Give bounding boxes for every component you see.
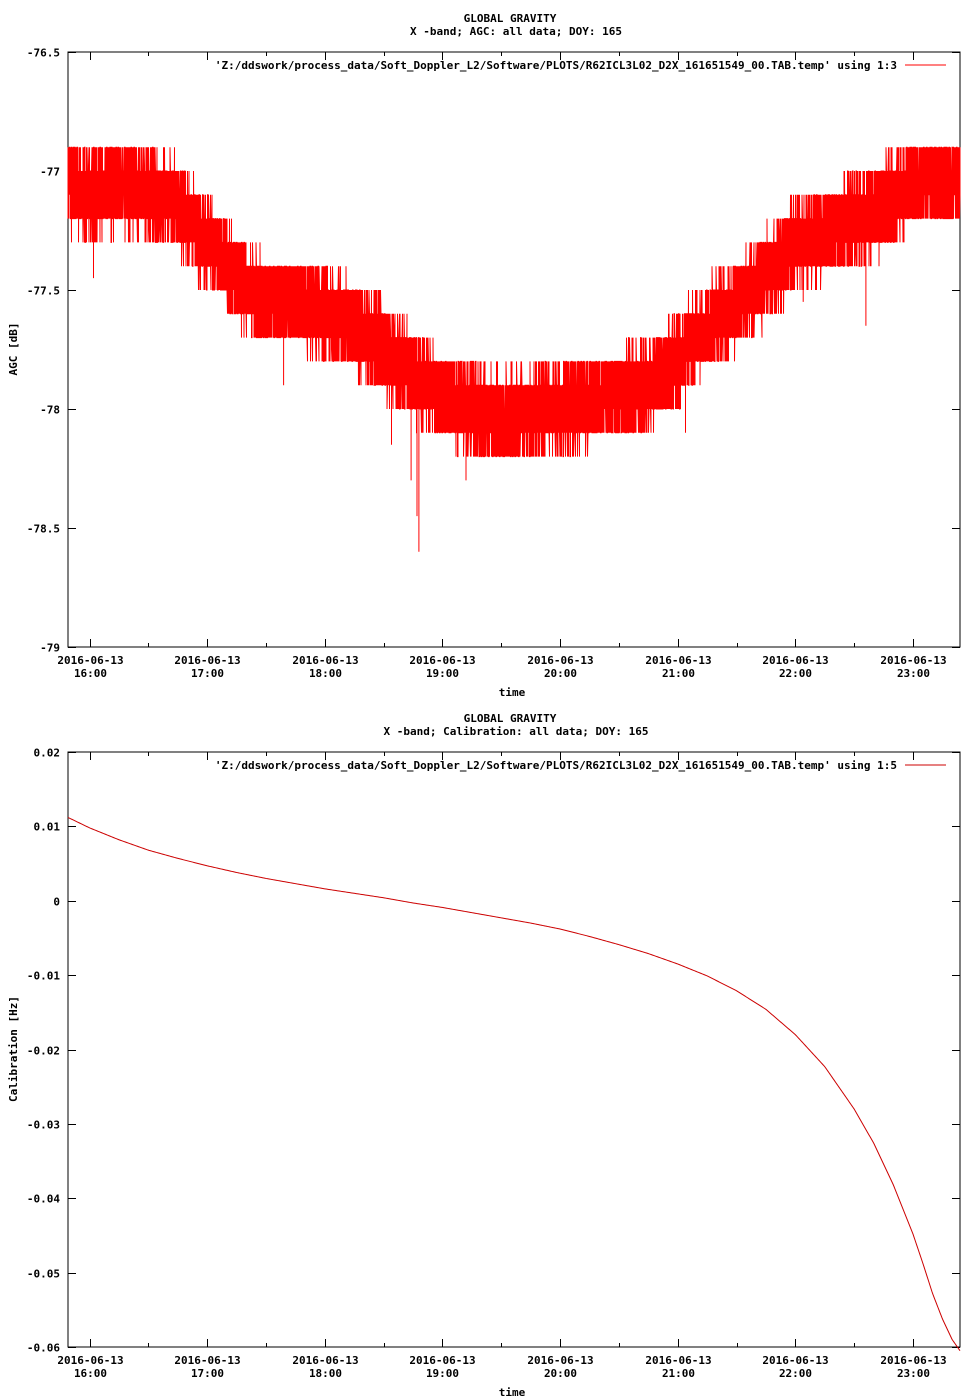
calibration-x-tick-label-date: 2016-06-13 xyxy=(880,1354,946,1367)
agc-y-axis-label: AGC [dB] xyxy=(7,323,20,376)
calibration-y-tick-label: -0.06 xyxy=(27,1342,60,1355)
calibration-x-tick-label-date: 2016-06-13 xyxy=(292,1354,358,1367)
agc-y-tick-label: -77.5 xyxy=(27,285,60,298)
calibration-chart-subtitle: X -band; Calibration: all data; DOY: 165 xyxy=(384,725,649,738)
calibration-y-tick-label: 0 xyxy=(53,896,60,909)
agc-x-tick-label-date: 2016-06-13 xyxy=(57,654,123,667)
agc-x-tick-label-time: 20:00 xyxy=(544,667,577,680)
agc-x-tick-label-time: 16:00 xyxy=(74,667,107,680)
agc-chart-subtitle: X -band; AGC: all data; DOY: 165 xyxy=(410,25,622,38)
agc-plot-frame xyxy=(67,51,961,648)
calibration-x-tick-label-time: 22:00 xyxy=(779,1367,812,1380)
calibration-x-tick-label-time: 20:00 xyxy=(544,1367,577,1380)
calibration-y-tick-label: -0.04 xyxy=(27,1193,60,1206)
agc-x-tick-label-time: 18:00 xyxy=(309,667,342,680)
calibration-x-tick-label-date: 2016-06-13 xyxy=(527,1354,593,1367)
agc-x-tick-label-time: 22:00 xyxy=(779,667,812,680)
agc-x-tick-label-date: 2016-06-13 xyxy=(409,654,475,667)
calibration-chart-title: GLOBAL GRAVITY xyxy=(464,712,557,725)
agc-x-tick-label-time: 19:00 xyxy=(426,667,459,680)
agc-chart-title: GLOBAL GRAVITY xyxy=(464,12,557,25)
calibration-legend-label: 'Z:/ddswork/process_data/Soft_Doppler_L2… xyxy=(215,759,897,772)
agc-x-axis-label: time xyxy=(499,686,526,699)
calibration-series-line xyxy=(67,816,961,1352)
agc-y-tick-label: -78 xyxy=(40,404,60,417)
agc-y-tick-label: -77 xyxy=(40,166,60,179)
calibration-x-tick-label-date: 2016-06-13 xyxy=(645,1354,711,1367)
calibration-x-tick-label-date: 2016-06-13 xyxy=(174,1354,240,1367)
agc-x-tick-label-date: 2016-06-13 xyxy=(174,654,240,667)
calibration-x-tick-label-time: 17:00 xyxy=(191,1367,224,1380)
agc-series-line xyxy=(67,146,961,552)
calibration-y-tick-label: -0.03 xyxy=(27,1119,60,1132)
calibration-chart: GLOBAL GRAVITY X -band; Calibration: all… xyxy=(7,712,961,1399)
calibration-plot-frame xyxy=(67,751,961,1348)
calibration-y-tick-label: -0.01 xyxy=(27,970,60,983)
agc-x-tick-label-date: 2016-06-13 xyxy=(645,654,711,667)
calibration-y-axis-label: Calibration [Hz] xyxy=(7,996,20,1102)
agc-y-tick-label: -76.5 xyxy=(27,47,60,60)
agc-x-tick-label-date: 2016-06-13 xyxy=(292,654,358,667)
agc-legend-label: 'Z:/ddswork/process_data/Soft_Doppler_L2… xyxy=(215,59,897,72)
calibration-y-tick-label: -0.05 xyxy=(27,1268,60,1281)
agc-x-tick-label-date: 2016-06-13 xyxy=(880,654,946,667)
calibration-x-axis-label: time xyxy=(499,1386,526,1399)
calibration-y-tick-label: -0.02 xyxy=(27,1045,60,1058)
agc-x-tick-label-date: 2016-06-13 xyxy=(762,654,828,667)
calibration-x-tick-label-time: 23:00 xyxy=(897,1367,930,1380)
agc-y-tick-label: -79 xyxy=(40,642,60,655)
agc-x-tick-label-time: 21:00 xyxy=(662,667,695,680)
calibration-x-tick-label-date: 2016-06-13 xyxy=(762,1354,828,1367)
calibration-x-tick-label-time: 21:00 xyxy=(662,1367,695,1380)
agc-y-tick-label: -78.5 xyxy=(27,523,60,536)
calibration-x-tick-label-time: 16:00 xyxy=(74,1367,107,1380)
calibration-y-tick-label: 0.01 xyxy=(34,821,61,834)
agc-x-tick-label-date: 2016-06-13 xyxy=(527,654,593,667)
calibration-x-tick-label-time: 19:00 xyxy=(426,1367,459,1380)
calibration-x-tick-label-date: 2016-06-13 xyxy=(409,1354,475,1367)
agc-x-tick-label-time: 17:00 xyxy=(191,667,224,680)
calibration-x-tick-label-time: 18:00 xyxy=(309,1367,342,1380)
calibration-y-tick-label: 0.02 xyxy=(34,747,61,760)
agc-chart: GLOBAL GRAVITY X -band; AGC: all data; D… xyxy=(7,12,961,699)
calibration-x-tick-label-date: 2016-06-13 xyxy=(57,1354,123,1367)
agc-x-tick-label-time: 23:00 xyxy=(897,667,930,680)
